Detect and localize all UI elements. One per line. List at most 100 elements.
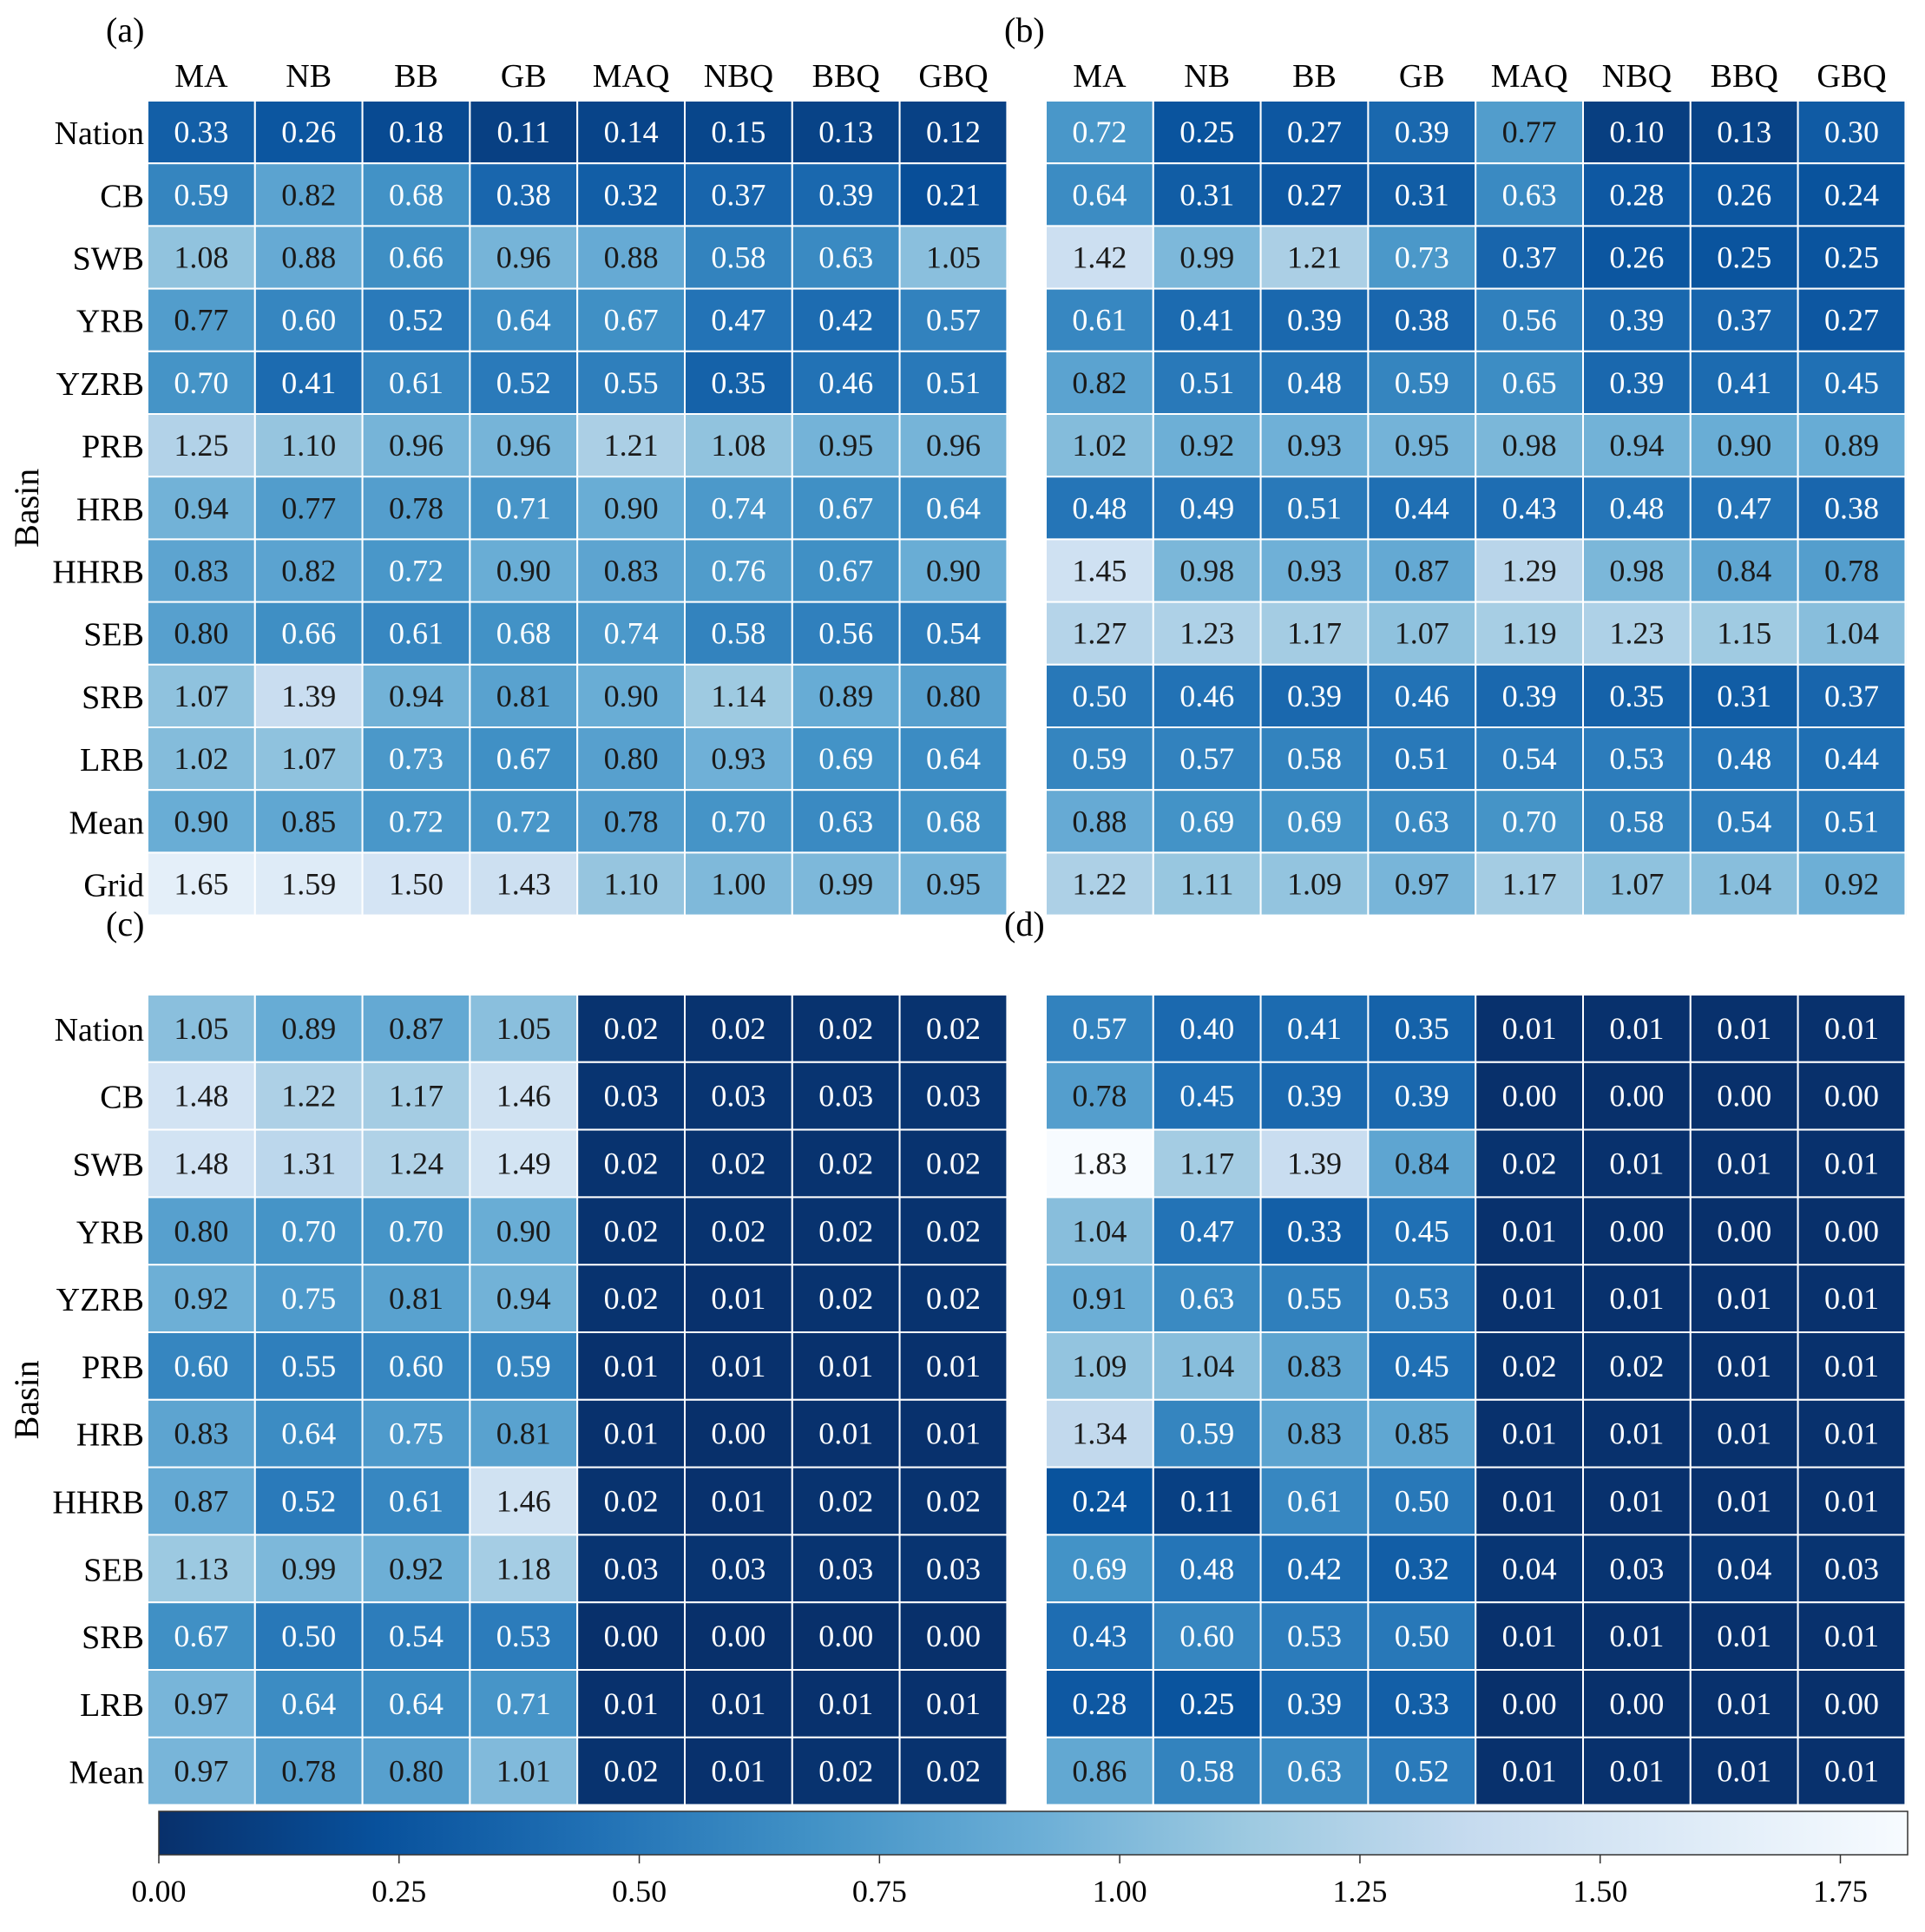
cell-value: 0.61 bbox=[389, 365, 443, 400]
cell-value: 1.18 bbox=[496, 1551, 551, 1586]
cell-value: 0.03 bbox=[818, 1079, 873, 1114]
cell-value: 0.48 bbox=[1717, 741, 1771, 776]
cell-value: 0.24 bbox=[1824, 177, 1879, 212]
cell-value: 0.01 bbox=[1502, 1416, 1557, 1451]
cell-value: 0.80 bbox=[174, 616, 228, 651]
heatmap-cell bbox=[684, 287, 793, 352]
cell-value: 0.02 bbox=[604, 1281, 659, 1316]
cell-value: 0.60 bbox=[389, 1349, 443, 1383]
row-label: PRB bbox=[82, 1350, 144, 1386]
cell-value: 0.02 bbox=[926, 1281, 981, 1316]
cell-value: 0.87 bbox=[1395, 554, 1449, 588]
cell-value: 0.37 bbox=[1717, 303, 1771, 338]
cell-value: 0.35 bbox=[1395, 1011, 1449, 1046]
row-label: Nation bbox=[55, 1012, 144, 1048]
cell-value: 0.01 bbox=[926, 1416, 981, 1451]
cell-value: 0.01 bbox=[711, 1349, 765, 1383]
cell-value: 0.54 bbox=[926, 616, 981, 651]
row-label: PRB bbox=[82, 429, 144, 465]
cell-value: 0.01 bbox=[1717, 1011, 1771, 1046]
heatmap-cell bbox=[1475, 994, 1584, 1063]
cell-value: 0.93 bbox=[1287, 428, 1342, 463]
cell-value: 0.32 bbox=[604, 177, 659, 212]
heatmap-cell bbox=[684, 1331, 793, 1401]
cell-value: 0.57 bbox=[1179, 741, 1234, 776]
cell-value: 0.87 bbox=[389, 1011, 443, 1046]
cell-value: 0.51 bbox=[926, 365, 981, 400]
heatmap-cell bbox=[1259, 1128, 1370, 1199]
cell-value: 0.70 bbox=[711, 804, 765, 838]
heatmap-cell bbox=[898, 851, 1008, 917]
cell-value: 0.47 bbox=[1179, 1213, 1234, 1248]
heatmap-cell bbox=[1152, 538, 1262, 603]
heatmap-cell bbox=[253, 538, 364, 603]
cell-value: 0.00 bbox=[1824, 1213, 1879, 1248]
heatmap-cell bbox=[1045, 225, 1154, 290]
cell-value: 0.64 bbox=[926, 741, 981, 776]
column-header: MA bbox=[1073, 58, 1127, 95]
cell-value: 0.92 bbox=[1824, 867, 1879, 902]
cell-value: 0.77 bbox=[1502, 115, 1557, 149]
heatmap-cell bbox=[361, 476, 471, 541]
cell-value: 0.00 bbox=[1824, 1686, 1879, 1721]
heatmap-cell bbox=[898, 663, 1008, 728]
cell-value: 0.67 bbox=[496, 741, 551, 776]
cell-value: 0.70 bbox=[281, 1213, 336, 1248]
heatmap-cell bbox=[253, 726, 364, 792]
heatmap-cell bbox=[253, 1736, 364, 1806]
row-label: Nation bbox=[55, 115, 144, 152]
heatmap-cell bbox=[147, 162, 256, 227]
cell-value: 0.04 bbox=[1717, 1551, 1771, 1586]
cell-value: 0.83 bbox=[1287, 1349, 1342, 1383]
cell-value: 1.17 bbox=[1287, 616, 1342, 651]
cell-value: 0.82 bbox=[1072, 365, 1127, 400]
cell-value: 0.63 bbox=[1502, 177, 1557, 212]
column-header: MAQ bbox=[593, 58, 670, 95]
heatmap-cell bbox=[1152, 287, 1262, 352]
cell-value: 0.28 bbox=[1609, 177, 1664, 212]
heatmap-cell bbox=[898, 413, 1008, 478]
cell-value: 0.15 bbox=[711, 115, 765, 149]
cell-value: 0.92 bbox=[1179, 428, 1234, 463]
cell-value: 0.66 bbox=[389, 240, 443, 275]
cell-value: 0.01 bbox=[1609, 1484, 1664, 1519]
heatmap-cell bbox=[1045, 1196, 1154, 1266]
cell-value: 0.45 bbox=[1395, 1349, 1449, 1383]
column-header: MA bbox=[174, 58, 228, 95]
cell-value: 0.98 bbox=[1609, 554, 1664, 588]
heatmap-cell bbox=[147, 1331, 256, 1401]
cell-value: 0.72 bbox=[496, 804, 551, 838]
heatmap-cell bbox=[1152, 1466, 1262, 1536]
cell-value: 0.39 bbox=[1502, 679, 1557, 713]
heatmap-cell bbox=[1797, 1061, 1907, 1131]
cell-value: 0.01 bbox=[818, 1349, 873, 1383]
cell-value: 0.97 bbox=[174, 1686, 228, 1721]
heatmap-cell bbox=[469, 413, 579, 478]
heatmap-cell bbox=[576, 1196, 687, 1266]
cell-value: 0.45 bbox=[1395, 1213, 1449, 1248]
cell-value: 0.35 bbox=[711, 365, 765, 400]
column-header: BBQ bbox=[812, 58, 880, 95]
heatmap-cell bbox=[1152, 350, 1262, 415]
heatmap-cell bbox=[1797, 851, 1907, 917]
cell-value: 0.91 bbox=[1072, 1281, 1127, 1316]
heatmap-cell bbox=[898, 225, 1008, 290]
cell-value: 0.52 bbox=[389, 303, 443, 338]
cell-value: 0.11 bbox=[496, 115, 550, 149]
cell-value: 0.75 bbox=[281, 1281, 336, 1316]
heatmap-cell bbox=[898, 1264, 1008, 1333]
cell-value: 0.02 bbox=[818, 1484, 873, 1519]
cell-value: 1.83 bbox=[1072, 1147, 1127, 1181]
heatmap-cell bbox=[576, 225, 687, 290]
cell-value: 0.92 bbox=[389, 1551, 443, 1586]
heatmap-cell bbox=[361, 851, 471, 917]
heatmap-cell bbox=[1475, 1128, 1584, 1199]
cell-value: 0.27 bbox=[1824, 303, 1879, 338]
heatmap-cell bbox=[576, 789, 687, 854]
heatmap-cell bbox=[1259, 1601, 1370, 1671]
cell-value: 0.53 bbox=[1287, 1619, 1342, 1653]
heatmap-cell bbox=[576, 1736, 687, 1806]
heatmap-cell bbox=[1797, 350, 1907, 415]
heatmap-cell bbox=[147, 1061, 256, 1131]
heatmap-cell bbox=[147, 225, 256, 290]
